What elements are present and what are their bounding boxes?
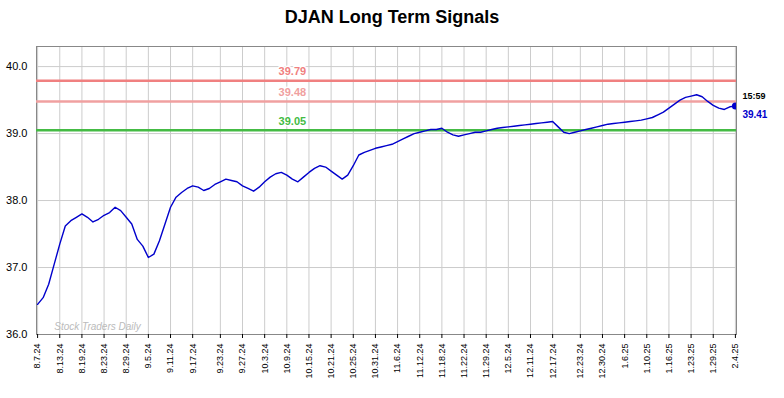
svg-text:11.18.24: 11.18.24 xyxy=(437,344,447,378)
svg-text:11.22.24: 11.22.24 xyxy=(459,344,469,378)
svg-text:15:59: 15:59 xyxy=(742,91,765,101)
svg-text:11.29.24: 11.29.24 xyxy=(481,344,491,378)
svg-text:10.25.24: 10.25.24 xyxy=(348,344,358,379)
svg-text:10.31.24: 10.31.24 xyxy=(370,344,380,379)
svg-text:9.17.24: 9.17.24 xyxy=(188,344,198,374)
svg-text:10.15.24: 10.15.24 xyxy=(304,344,314,379)
svg-text:2.4.25: 2.4.25 xyxy=(730,344,740,369)
svg-text:Stock Traders Daily: Stock Traders Daily xyxy=(54,321,142,332)
svg-text:1.10.25: 1.10.25 xyxy=(642,344,652,374)
html-text:DJAN Long Term Signals: DJAN Long Term Signals xyxy=(284,7,500,27)
svg-text:39.48: 39.48 xyxy=(279,86,307,98)
svg-text:39.41: 39.41 xyxy=(742,109,767,120)
svg-text:12.11.24: 12.11.24 xyxy=(525,344,535,378)
svg-text:10.9.24: 10.9.24 xyxy=(282,344,292,374)
svg-text:39.79: 39.79 xyxy=(279,65,307,77)
svg-text:1.29.25: 1.29.25 xyxy=(708,344,718,374)
svg-text:39.0: 39.0 xyxy=(6,127,27,139)
svg-text:12.23.24: 12.23.24 xyxy=(575,344,585,379)
svg-text:10.21.24: 10.21.24 xyxy=(326,344,336,379)
svg-text:40.0: 40.0 xyxy=(6,60,27,72)
svg-text:36.0: 36.0 xyxy=(6,328,27,340)
svg-text:8.23.24: 8.23.24 xyxy=(99,344,109,374)
svg-text:9.5.24: 9.5.24 xyxy=(143,344,153,369)
svg-text:1.16.25: 1.16.25 xyxy=(664,344,674,374)
svg-text:9.11.24: 9.11.24 xyxy=(165,344,175,373)
svg-text:12.5.24: 12.5.24 xyxy=(503,344,513,374)
svg-text:12.17.24: 12.17.24 xyxy=(548,344,558,379)
svg-text:1.23.25: 1.23.25 xyxy=(686,344,696,374)
svg-text:37.0: 37.0 xyxy=(6,261,27,273)
svg-text:1.6.25: 1.6.25 xyxy=(620,344,630,369)
svg-text:8.13.24: 8.13.24 xyxy=(55,344,65,374)
svg-text:39.05: 39.05 xyxy=(279,115,307,127)
svg-text:12.30.24: 12.30.24 xyxy=(597,344,607,379)
svg-text:9.23.24: 9.23.24 xyxy=(215,344,225,374)
svg-text:8.7.24: 8.7.24 xyxy=(32,344,42,369)
svg-text:11.12.24: 11.12.24 xyxy=(415,344,425,378)
svg-text:10.3.24: 10.3.24 xyxy=(260,344,270,374)
svg-text:8.29.24: 8.29.24 xyxy=(121,344,131,374)
svg-text:8.19.24: 8.19.24 xyxy=(77,344,87,374)
svg-text:11.6.24: 11.6.24 xyxy=(392,344,402,373)
svg-text:38.0: 38.0 xyxy=(6,194,27,206)
svg-text:9.27.24: 9.27.24 xyxy=(237,344,247,374)
